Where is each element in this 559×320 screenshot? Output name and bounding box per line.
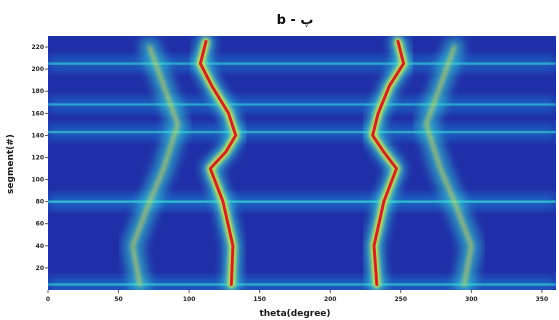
y-tick-label-3: 80 — [36, 199, 44, 206]
band-line-2 — [48, 103, 556, 106]
plot-area — [48, 36, 556, 290]
x-tick-label-1: 50 — [114, 296, 122, 303]
y-tick-label-6: 140 — [31, 132, 44, 139]
y-tick-label-9: 200 — [31, 66, 44, 73]
x-axis-ticks: 0 50 100 150 200 250 300 350 — [46, 290, 548, 303]
y-tick-label-5: 120 — [31, 154, 44, 161]
x-tick-label-6: 300 — [465, 296, 478, 303]
ridge-core-0 — [198, 40, 238, 286]
ridge-halo-3 — [424, 45, 474, 287]
y-tick-label-2: 60 — [36, 221, 44, 228]
x-tick-label-2: 100 — [183, 296, 196, 303]
x-tick-label-5: 250 — [395, 296, 408, 303]
ridge-halo-2 — [130, 45, 180, 287]
x-tick-label-4: 200 — [324, 296, 337, 303]
y-tick-label-8: 180 — [31, 88, 44, 95]
x-tick-label-3: 150 — [253, 296, 266, 303]
ridge-lines — [122, 36, 482, 290]
ridge-core-1 — [371, 40, 406, 286]
chart-title: b - پ — [277, 13, 314, 28]
y-tick-label-4: 100 — [31, 177, 44, 184]
band-line-0 — [48, 200, 556, 203]
y-tick-label-0: 20 — [36, 265, 44, 272]
y-axis-ticks: 20 40 60 80 100 120 140 160 180 200 220 — [31, 44, 48, 272]
band-line-3 — [48, 62, 556, 65]
y-tick-label-7: 160 — [31, 110, 44, 117]
band-line-1 — [48, 130, 556, 134]
x-tick-label-0: 0 — [46, 296, 50, 303]
x-tick-label-7: 350 — [536, 296, 549, 303]
y-tick-label-10: 220 — [31, 44, 44, 51]
x-axis-label: theta(degree) — [259, 309, 330, 319]
band-line-4 — [48, 283, 556, 286]
y-axis-label: segment(#) — [6, 134, 16, 194]
y-tick-label-1: 40 — [36, 243, 44, 250]
